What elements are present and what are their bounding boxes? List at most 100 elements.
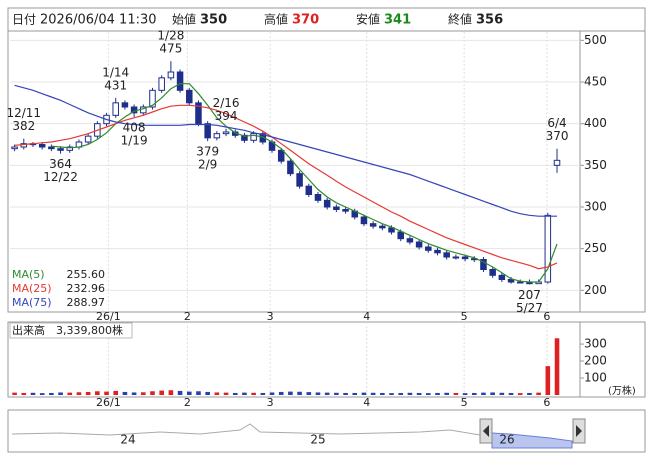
volume-bar [150, 391, 155, 395]
high-value: 370 [292, 13, 319, 28]
candle-body [342, 209, 349, 212]
ma-line [14, 104, 558, 270]
candle-body [296, 173, 303, 187]
candle-body [406, 238, 414, 243]
candle-body [323, 199, 331, 208]
candle-body [84, 135, 92, 143]
candle-body [314, 194, 322, 201]
volume-bar [324, 392, 330, 395]
y-tick-label: 300 [584, 337, 607, 351]
annotation-date: 12/11 [6, 106, 41, 120]
candle-body [186, 89, 193, 104]
y-tick-label: 100 [584, 371, 607, 385]
date-label: 日付 [12, 13, 36, 27]
navigator-selection [491, 432, 573, 449]
y-tick-label: 200 [584, 354, 607, 368]
legend-value: 288.97 [67, 296, 106, 309]
volume-bar [122, 391, 128, 395]
volume-panel [7, 321, 646, 398]
y-tick-label: 350 [584, 158, 607, 172]
volume-bar [370, 392, 376, 395]
volume-bar [297, 391, 302, 395]
legend-box [10, 267, 106, 311]
ma-line [51, 83, 558, 283]
volume-bar [389, 393, 394, 395]
candle-body [241, 134, 248, 141]
candle-body [443, 252, 450, 258]
candle-body [158, 77, 165, 91]
volume-bar [113, 390, 119, 395]
volume-bar [545, 366, 551, 395]
volume-bar [58, 392, 63, 395]
x-tick-label: 26/1 [96, 396, 121, 409]
volume-bar [416, 392, 422, 395]
main-panel [7, 30, 646, 313]
x-tick-label: 6 [543, 396, 550, 409]
candle-body [222, 131, 230, 135]
candle-body [369, 223, 377, 227]
navigator-line [11, 423, 481, 436]
volume-bar [398, 392, 404, 395]
volume-bar [380, 392, 385, 395]
candle-body [287, 160, 294, 175]
candle-body [176, 71, 184, 91]
volume-bar [12, 392, 17, 395]
candle-body [204, 123, 211, 139]
candle-body [498, 274, 506, 281]
navigator-label: 24 [120, 433, 135, 447]
volume-bar [141, 392, 146, 395]
low-value: 341 [384, 13, 411, 28]
y-tick-label: 300 [584, 200, 607, 214]
volume-bar [186, 391, 192, 395]
volume-bar [205, 391, 210, 395]
volume-bar [536, 392, 541, 395]
volume-bar [499, 392, 505, 395]
volume-bar [453, 392, 459, 395]
close-value: 356 [476, 13, 503, 28]
annotation-date: 12/22 [43, 170, 78, 184]
x-tick-label: 5 [461, 396, 468, 409]
annotation-value: 379 [196, 145, 219, 159]
candle-body [250, 133, 257, 141]
x-tick-label: 5 [461, 310, 468, 323]
candle-body [507, 279, 515, 283]
annotation-date: 1/14 [102, 65, 129, 79]
x-tick-label: 4 [363, 396, 370, 409]
low-label: 安値 [356, 12, 380, 27]
volume-bar [196, 391, 201, 395]
candle-body [360, 216, 368, 225]
legend-value: 232.96 [67, 282, 106, 295]
candle-body [516, 281, 524, 284]
volume-bar [435, 392, 440, 395]
annotation-date: 2/16 [213, 96, 240, 110]
y-tick-label: 200 [584, 283, 607, 297]
annotation-value: 207 [518, 288, 541, 302]
legend-name: MA(5) [12, 268, 45, 281]
legend-name: MA(75) [12, 296, 52, 309]
volume-bar [95, 391, 100, 395]
volume-bar [85, 391, 91, 395]
high-label: 高値 [264, 12, 288, 27]
annotation-value: 364 [49, 157, 72, 171]
volume-bar [288, 391, 293, 395]
volume-bar [508, 392, 514, 395]
annotation-date: 6/4 [547, 116, 566, 130]
candle-body [213, 133, 221, 139]
arrow-right [576, 425, 582, 437]
volume-bar [306, 392, 312, 395]
volume-bar [517, 393, 523, 395]
candle-body [121, 102, 129, 108]
candle-body [11, 146, 18, 150]
candle-body [149, 89, 156, 108]
volume-bar [334, 392, 339, 395]
x-tick-label: 3 [267, 310, 274, 323]
y-tick-label: 250 [584, 241, 607, 255]
volume-bar [30, 392, 36, 395]
candle-body [397, 231, 404, 240]
navigator-label: 25 [310, 433, 325, 447]
annotation-date: 1/19 [121, 134, 148, 148]
volume-bar [490, 392, 495, 395]
candle-body [553, 159, 561, 166]
volume-title-box [9, 322, 133, 339]
volume-bar [251, 392, 256, 395]
